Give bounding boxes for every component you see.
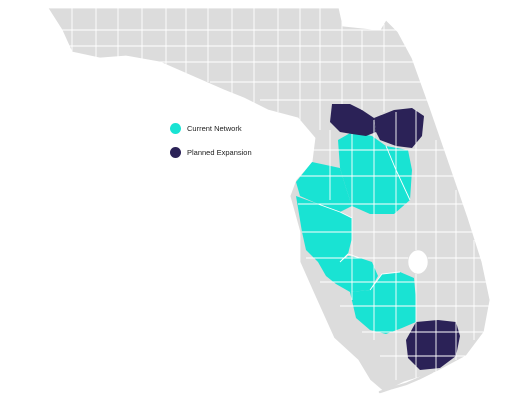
county-planned-expansion-north-central xyxy=(330,104,376,136)
map-legend: Current Network Planned Expansion xyxy=(170,122,252,170)
lake-okeechobee xyxy=(407,249,429,275)
county-planned-expansion-northeast xyxy=(374,108,424,148)
county-current-network-lee-collier xyxy=(350,272,416,334)
county-borders xyxy=(48,8,490,380)
legend-label-current-network: Current Network xyxy=(187,123,242,133)
legend-label-planned-expansion: Planned Expansion xyxy=(187,147,252,157)
planned-expansion-region xyxy=(330,104,460,370)
planned-expansion-dot-icon xyxy=(170,146,181,158)
county-planned-expansion-miami-dade xyxy=(406,320,460,370)
county-current-network-tampa-bay xyxy=(296,196,352,262)
current-network-dot-icon xyxy=(170,122,181,134)
county-current-network-sarasota-manatee xyxy=(318,256,378,292)
county-current-network-alachua-marion xyxy=(338,132,412,214)
florida-keys xyxy=(378,370,434,394)
current-network-region xyxy=(296,132,416,334)
county-current-network-citrus-levy xyxy=(296,162,352,212)
legend-item-planned-expansion: Planned Expansion xyxy=(170,146,252,158)
legend-item-current-network: Current Network xyxy=(170,122,252,134)
